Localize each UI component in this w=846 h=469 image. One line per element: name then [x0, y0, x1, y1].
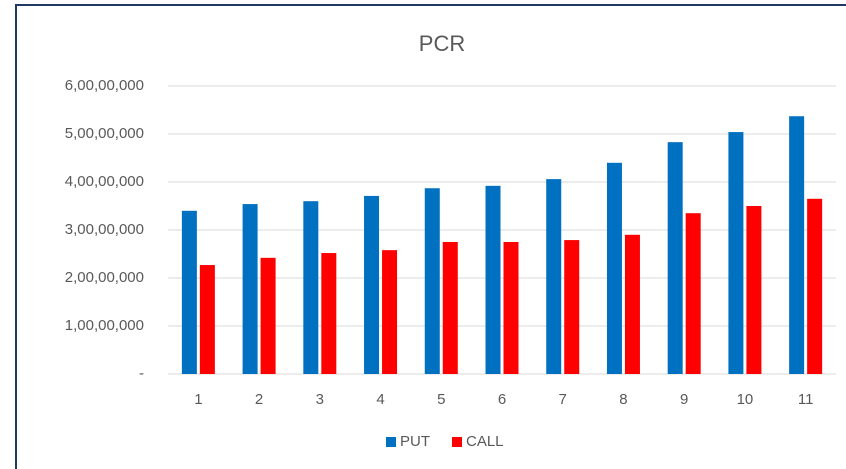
bar [503, 242, 519, 374]
bar [685, 213, 701, 374]
y-tick-label: 3,00,00,000 [65, 221, 144, 238]
x-tick-label: 6 [498, 391, 506, 408]
bar [667, 142, 683, 374]
bar [564, 240, 580, 374]
x-tick-label: 10 [737, 391, 754, 408]
x-tick-label: 1 [194, 391, 202, 408]
bar [260, 257, 276, 374]
y-tick-label: - [139, 365, 144, 382]
legend-label: PUT [400, 433, 430, 450]
bar [442, 242, 458, 374]
y-tick-label: 6,00,00,000 [65, 77, 144, 94]
bar [606, 162, 622, 374]
x-tick-label: 7 [559, 391, 567, 408]
x-tick-label: 8 [619, 391, 627, 408]
y-tick-label: 2,00,00,000 [65, 269, 144, 286]
chart-title: PCR [419, 31, 465, 56]
bar [807, 198, 823, 374]
bar [181, 210, 197, 374]
legend-swatch [452, 437, 462, 447]
x-tick-label: 3 [316, 391, 324, 408]
bar [364, 195, 380, 374]
bar [789, 116, 805, 375]
bar [746, 206, 762, 374]
bar [382, 250, 398, 374]
bar [546, 179, 562, 374]
bar [242, 204, 258, 374]
bar [485, 185, 501, 374]
bar [728, 132, 744, 374]
bar [321, 253, 337, 374]
y-tick-label: 1,00,00,000 [65, 317, 144, 334]
bar [199, 265, 215, 374]
bar [303, 201, 319, 374]
legend-swatch [386, 437, 396, 447]
x-tick-label: 11 [798, 391, 814, 408]
x-tick-label: 4 [376, 391, 384, 408]
bar [624, 234, 640, 374]
x-tick-label: 9 [680, 391, 688, 408]
x-tick-label: 2 [255, 391, 263, 408]
legend-label: CALL [466, 433, 504, 450]
bar [424, 188, 440, 374]
x-tick-label: 5 [437, 391, 445, 408]
y-tick-label: 5,00,00,000 [65, 125, 144, 142]
y-tick-label: 4,00,00,000 [65, 173, 144, 190]
